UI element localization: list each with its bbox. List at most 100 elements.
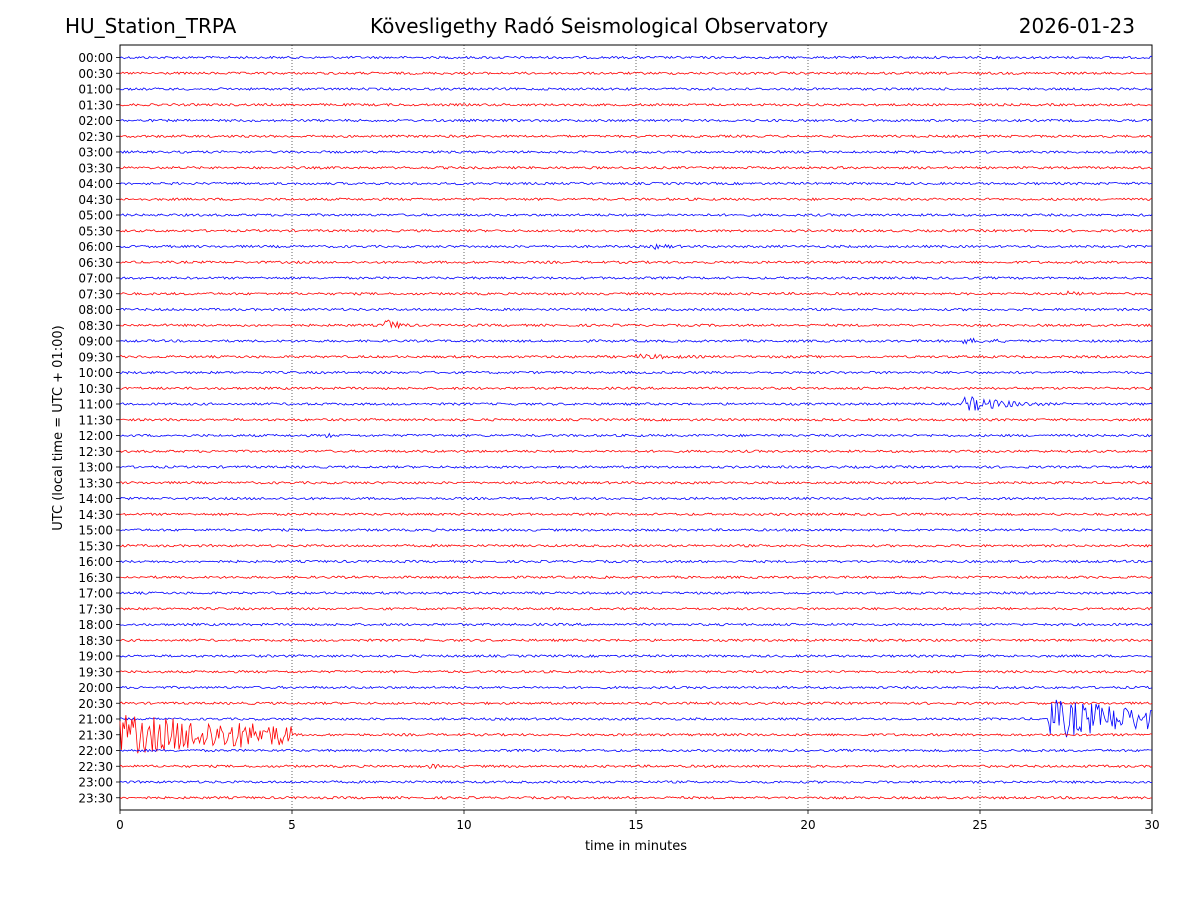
y-tick-label: 22:30 <box>78 760 113 774</box>
y-tick-label: 00:30 <box>78 67 113 81</box>
x-tick-label: 5 <box>288 818 296 832</box>
trace-line <box>119 543 1153 548</box>
station-title: HU_Station_TRPA <box>65 14 237 38</box>
trace-line <box>120 432 1153 439</box>
trace-line <box>119 701 1153 706</box>
trace-line <box>119 699 1152 738</box>
y-tick-label: 11:00 <box>78 398 113 412</box>
y-tick-label: 17:00 <box>78 587 113 601</box>
y-tick-label: 20:00 <box>78 681 113 695</box>
trace-line <box>119 228 1153 233</box>
y-tick-label: 01:00 <box>78 83 113 97</box>
trace-line <box>119 606 1153 611</box>
trace-line <box>119 654 1152 658</box>
y-tick-label: 09:00 <box>78 335 113 349</box>
y-tick-label: 13:00 <box>78 461 113 475</box>
trace-line <box>119 417 1153 422</box>
y-tick-label: 22:00 <box>78 744 113 758</box>
trace-line <box>119 638 1153 643</box>
y-tick-label: 08:30 <box>78 319 113 333</box>
x-tick-label: 15 <box>628 818 643 832</box>
trace-line <box>119 181 1153 186</box>
trace-line <box>119 118 1153 123</box>
trace-line <box>119 795 1153 800</box>
y-tick-label: 06:00 <box>78 240 113 254</box>
y-tick-label: 19:00 <box>78 650 113 664</box>
trace-line <box>119 370 1153 375</box>
y-tick-label: 16:30 <box>78 571 113 585</box>
x-axis-label: time in minutes <box>585 839 687 854</box>
y-tick-label: 04:30 <box>78 193 113 207</box>
trace-line <box>119 134 1153 139</box>
y-tick-label: 14:00 <box>78 492 113 506</box>
grid-lines <box>291 45 981 810</box>
y-tick-label: 20:30 <box>78 697 113 711</box>
trace-line <box>119 260 1153 265</box>
y-tick-label: 18:30 <box>78 634 113 648</box>
y-tick-label: 08:00 <box>78 303 113 317</box>
trace-line <box>119 496 1153 501</box>
x-tick-label: 10 <box>456 818 471 832</box>
trace-line <box>119 528 1153 532</box>
y-tick-label: 05:00 <box>78 209 113 223</box>
trace-line <box>119 622 1153 627</box>
y-tick-label: 21:30 <box>78 728 113 742</box>
trace-line <box>119 165 1152 170</box>
y-tick-label: 10:00 <box>78 366 113 380</box>
y-tick-label: 14:30 <box>78 508 113 522</box>
y-tick-label: 06:30 <box>78 256 113 270</box>
y-tick-label: 10:30 <box>78 382 113 396</box>
y-tick-label: 12:30 <box>78 445 113 459</box>
trace-line <box>119 197 1153 202</box>
trace-line <box>119 748 1152 753</box>
trace-line <box>119 685 1153 690</box>
y-tick-label: 07:30 <box>78 287 113 301</box>
trace-line <box>119 337 1153 345</box>
y-tick-label: 23:00 <box>78 776 113 790</box>
trace-line <box>119 480 1153 485</box>
trace-line <box>119 715 1153 754</box>
y-tick-label: 15:00 <box>78 524 113 538</box>
y-tick-label: 23:30 <box>78 791 113 805</box>
trace-line <box>119 396 1153 411</box>
trace-line <box>119 102 1153 107</box>
y-axis-label: UTC (local time = UTC + 01:00) <box>51 325 66 530</box>
trace-line <box>119 591 1153 595</box>
trace-line <box>119 150 1153 154</box>
x-tick-label: 30 <box>1144 818 1159 832</box>
trace-line <box>119 243 1153 251</box>
y-tick-label: 21:00 <box>78 713 113 727</box>
x-tick-label: 20 <box>800 818 815 832</box>
y-tick-label: 18:00 <box>78 618 113 632</box>
trace-line <box>119 55 1152 60</box>
trace-line <box>119 353 1153 360</box>
trace-line <box>119 386 1153 391</box>
trace-line <box>119 465 1153 469</box>
trace-line <box>119 763 1153 770</box>
y-tick-label: 02:00 <box>78 114 113 128</box>
date-title: 2026-01-23 <box>1018 14 1135 38</box>
y-tick-label: 12:00 <box>78 429 113 443</box>
x-tick-label: 25 <box>972 818 987 832</box>
y-tick-label: 15:30 <box>78 539 113 553</box>
y-tick-label: 09:30 <box>78 350 113 364</box>
y-tick-label: 05:30 <box>78 224 113 238</box>
trace-line <box>120 71 1153 76</box>
trace-line <box>119 559 1153 564</box>
trace-line <box>119 512 1153 517</box>
y-tick-label: 16:00 <box>78 555 113 569</box>
trace-line <box>120 780 1153 784</box>
trace-line <box>119 276 1153 280</box>
observatory-title: Kövesligethy Radó Seismological Observat… <box>370 14 829 38</box>
y-tick-label: 01:30 <box>78 98 113 112</box>
trace-group <box>119 55 1153 800</box>
trace-line <box>120 290 1153 296</box>
y-tick-label: 02:30 <box>78 130 113 144</box>
trace-line <box>119 449 1153 454</box>
y-tick-label: 07:00 <box>78 272 113 286</box>
y-tick-label: 11:30 <box>78 413 113 427</box>
y-tick-label: 03:00 <box>78 146 113 160</box>
y-tick-label: 03:30 <box>78 161 113 175</box>
